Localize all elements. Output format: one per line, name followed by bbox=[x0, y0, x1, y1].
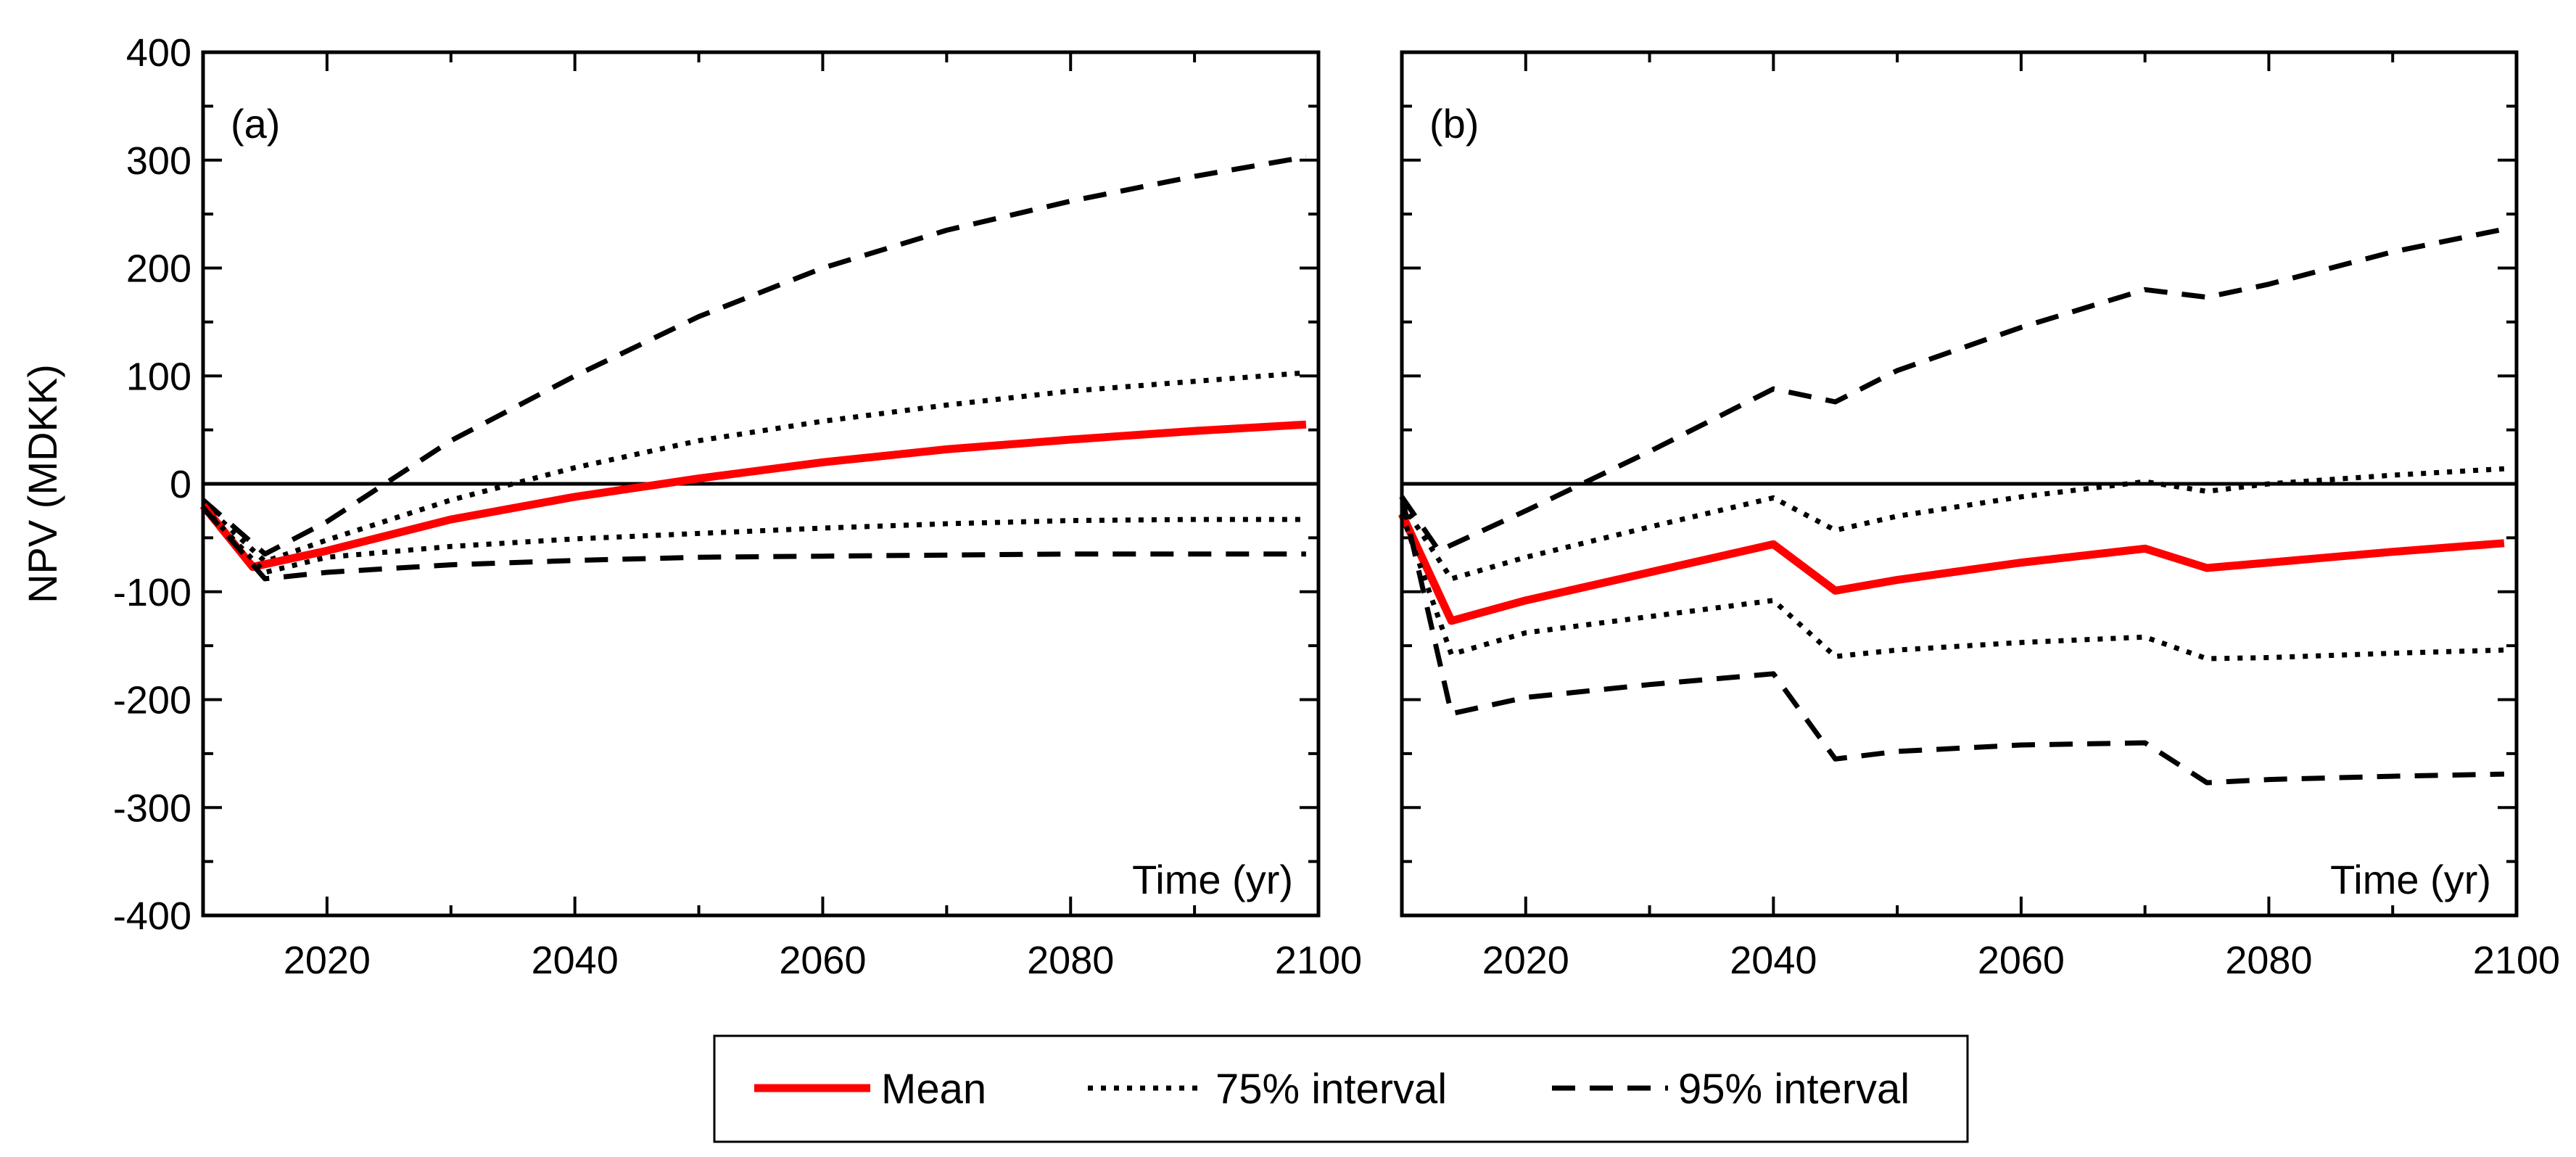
y-tick-label: 100 bbox=[126, 355, 191, 398]
x-tick-label: 2060 bbox=[1978, 939, 2065, 982]
legend-label-95: 95% interval bbox=[1678, 1066, 1910, 1113]
panel-label: (b) bbox=[1429, 101, 1479, 147]
plot-frame bbox=[1400, 50, 2519, 918]
series-line bbox=[1399, 513, 2505, 662]
series-line bbox=[201, 506, 1306, 575]
x-tick-label: 2100 bbox=[1275, 939, 1362, 982]
series-line bbox=[1399, 496, 2504, 786]
y-tick-label: 400 bbox=[126, 31, 191, 75]
y-axis-title: NPV (MDKK) bbox=[20, 364, 65, 604]
series-line bbox=[1398, 512, 2505, 625]
x-tick-label: 2100 bbox=[2473, 939, 2560, 982]
x-tick-label: 2020 bbox=[1482, 939, 1569, 982]
series-line bbox=[1400, 226, 2505, 553]
legend-label-75: 75% interval bbox=[1215, 1066, 1447, 1113]
panel-b: 2020 2040 2060 2080 2100 (b) Time (yr) bbox=[1398, 50, 2560, 982]
y-tick-label: 0 bbox=[170, 463, 191, 506]
y-tick-label: -200 bbox=[113, 679, 191, 722]
x-axis-title: Time (yr) bbox=[2330, 857, 2491, 902]
series-line bbox=[201, 506, 1306, 582]
series-line bbox=[201, 154, 1307, 557]
x-tick-label: 2040 bbox=[532, 939, 619, 982]
legend-label-mean: Mean bbox=[881, 1066, 986, 1113]
series-line bbox=[201, 370, 1307, 564]
panel-label: (a) bbox=[231, 101, 280, 147]
plot-frame bbox=[201, 50, 1321, 918]
x-tick-label: 2040 bbox=[1730, 939, 1817, 982]
y-tick-label: -300 bbox=[113, 786, 191, 830]
legend-box bbox=[713, 1034, 1969, 1143]
x-tick-label: 2060 bbox=[779, 939, 866, 982]
y-tick-label: -100 bbox=[113, 571, 191, 614]
series-line bbox=[1400, 466, 2505, 582]
y-tick-label: 200 bbox=[126, 247, 191, 291]
panel-a: 400 300 200 100 0 -100 -200 -300 -400 2020 2040 206… bbox=[20, 31, 1362, 982]
x-tick-label: 2020 bbox=[284, 939, 371, 982]
series-line bbox=[199, 420, 1307, 571]
y-tick-label: 300 bbox=[126, 139, 191, 183]
x-tick-label: 2080 bbox=[1027, 939, 1114, 982]
x-axis-title: Time (yr) bbox=[1132, 857, 1293, 902]
legend: Mean 75% interval 95% interval bbox=[713, 1034, 1969, 1143]
x-tick-label: 2080 bbox=[2225, 939, 2312, 982]
y-tick-label: -400 bbox=[113, 894, 191, 938]
